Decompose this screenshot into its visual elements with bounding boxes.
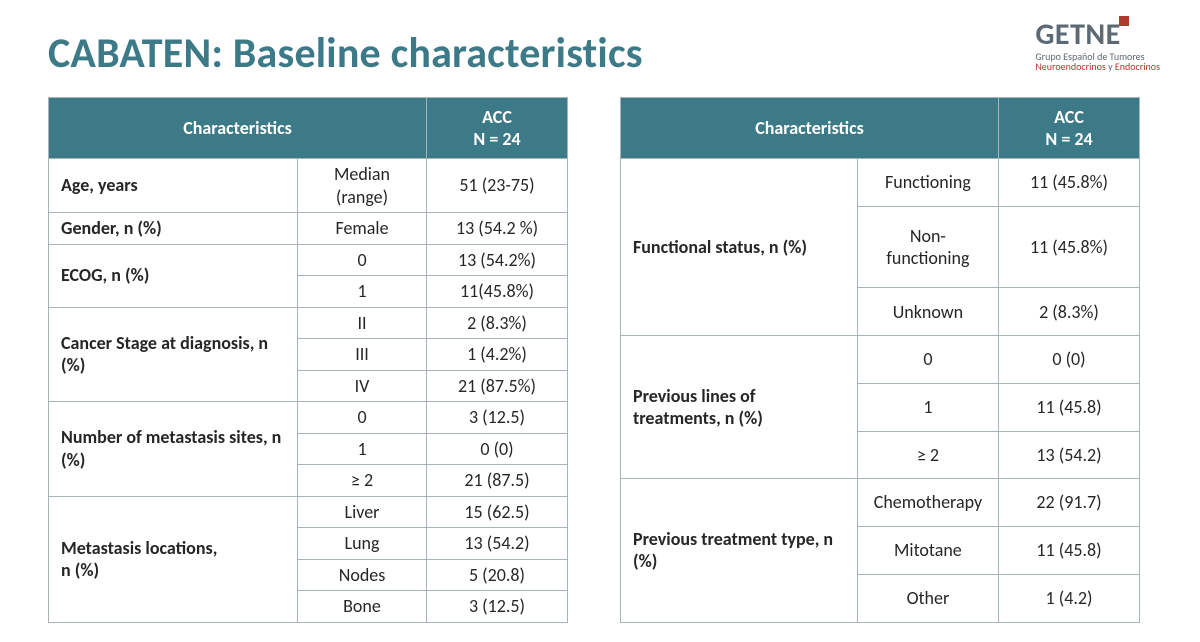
cell-subcategory: 1: [298, 276, 427, 308]
table-header-row: Characteristics ACCN = 24: [621, 98, 1140, 159]
cell-subcategory: Bone: [298, 591, 427, 623]
cell-subcategory: Other: [857, 574, 998, 622]
table-right-body: Functional status, n (%)Functioning11 (4…: [621, 159, 1140, 623]
cell-subcategory: Functioning: [857, 159, 998, 207]
slide: CABATEN: Baseline characteristics GETNE …: [0, 0, 1200, 642]
cell-subcategory: IV: [298, 370, 427, 402]
cell-characteristic: Age, years: [49, 159, 298, 213]
cell-subcategory: Median (range): [298, 159, 427, 213]
col-header-characteristics: Characteristics: [49, 98, 427, 159]
cell-value: 21 (87.5%): [427, 370, 568, 402]
cell-characteristic: ECOG, n (%): [49, 244, 298, 307]
slide-title: CABATEN: Baseline characteristics: [48, 28, 1152, 79]
cell-subcategory: Lung: [298, 528, 427, 560]
table-row: Age, yearsMedian (range)51 (23-75): [49, 159, 568, 213]
logo-sub-line2b: y: [1106, 60, 1115, 73]
cell-value: 0 (0): [999, 336, 1140, 384]
logo-square-icon: [1119, 16, 1129, 26]
cell-value: 13 (54.2): [427, 528, 568, 560]
cell-subcategory: Liver: [298, 496, 427, 528]
cell-value: 3 (12.5): [427, 402, 568, 434]
cell-value: 11 (45.8): [999, 383, 1140, 431]
table-header-row: Characteristics ACCN = 24: [49, 98, 568, 159]
table-row: ECOG, n (%)013 (54.2%): [49, 244, 568, 276]
cell-value: 11 (45.8): [999, 527, 1140, 575]
cell-characteristic: Gender, n (%): [49, 213, 298, 245]
cell-subcategory: 1: [857, 383, 998, 431]
logo-text: GETNE: [1035, 20, 1121, 50]
cell-value: 2 (8.3%): [999, 288, 1140, 336]
cell-characteristic: Number of metastasis sites, n (%): [49, 402, 298, 497]
table-row: Gender, n (%)Female13 (54.2 %): [49, 213, 568, 245]
tables-container: Characteristics ACCN = 24 Age, yearsMedi…: [48, 97, 1152, 623]
cell-subcategory: ≥ 2: [857, 431, 998, 479]
cell-value: 51 (23-75): [427, 159, 568, 213]
logo-sub-line2c: Endocrinos: [1115, 60, 1160, 73]
cell-value: 3 (12.5): [427, 591, 568, 623]
cell-subcategory: ≥ 2: [298, 465, 427, 497]
cell-characteristic: Cancer Stage at diagnosis, n (%): [49, 307, 298, 402]
cell-subcategory: 0: [298, 244, 427, 276]
cell-characteristic: Previous lines of treatments, n (%): [621, 336, 858, 479]
col-header-value-text: ACCN = 24: [473, 106, 520, 150]
cell-subcategory: II: [298, 307, 427, 339]
cell-value: 11(45.8%): [427, 276, 568, 308]
logo: GETNE Grupo Español de Tumores Neuroendo…: [1035, 20, 1160, 72]
table-row: Metastasis locations,n (%)Liver15 (62.5): [49, 496, 568, 528]
table-row: Number of metastasis sites, n (%)03 (12.…: [49, 402, 568, 434]
cell-subcategory: Nodes: [298, 559, 427, 591]
cell-characteristic: Previous treatment type, n (%): [621, 479, 858, 622]
cell-subcategory: 1: [298, 433, 427, 465]
col-header-value: ACCN = 24: [999, 98, 1140, 159]
cell-subcategory: Chemotherapy: [857, 479, 998, 527]
cell-value: 5 (20.8): [427, 559, 568, 591]
logo-subtitle: Grupo Español de Tumores Neuroendocrinos…: [1035, 52, 1160, 72]
table-row: Previous lines of treatments, n (%)00 (0…: [621, 336, 1140, 384]
cell-value: 0 (0): [427, 433, 568, 465]
cell-subcategory: III: [298, 339, 427, 371]
cell-subcategory: 0: [298, 402, 427, 434]
cell-characteristic: Functional status, n (%): [621, 159, 858, 336]
cell-value: 13 (54.2%): [427, 244, 568, 276]
cell-subcategory: 0: [857, 336, 998, 384]
cell-value: 13 (54.2 %): [427, 213, 568, 245]
cell-subcategory: Mitotane: [857, 527, 998, 575]
cell-value: 1 (4.2): [999, 574, 1140, 622]
cell-value: 11 (45.8%): [999, 206, 1140, 288]
table-right: Characteristics ACCN = 24 Functional sta…: [620, 97, 1140, 623]
cell-subcategory: Female: [298, 213, 427, 245]
cell-value: 2 (8.3%): [427, 307, 568, 339]
table-left-body: Age, yearsMedian (range)51 (23-75)Gender…: [49, 159, 568, 623]
table-row: Previous treatment type, n (%)Chemothera…: [621, 479, 1140, 527]
cell-value: 13 (54.2): [999, 431, 1140, 479]
cell-value: 11 (45.8%): [999, 159, 1140, 207]
cell-characteristic: Metastasis locations,n (%): [49, 496, 298, 622]
cell-subcategory: Unknown: [857, 288, 998, 336]
cell-subcategory: Non-functioning: [857, 206, 998, 288]
cell-value: 15 (62.5): [427, 496, 568, 528]
cell-value: 21 (87.5): [427, 465, 568, 497]
logo-sub-line2a: Neuroendocrinos: [1035, 60, 1106, 73]
table-row: Functional status, n (%)Functioning11 (4…: [621, 159, 1140, 207]
cell-value: 22 (91.7): [999, 479, 1140, 527]
col-header-value: ACCN = 24: [427, 98, 568, 159]
col-header-characteristics: Characteristics: [621, 98, 999, 159]
col-header-value-text: ACCN = 24: [1045, 106, 1092, 150]
table-row: Cancer Stage at diagnosis, n (%)II2 (8.3…: [49, 307, 568, 339]
cell-value: 1 (4.2%): [427, 339, 568, 371]
table-left: Characteristics ACCN = 24 Age, yearsMedi…: [48, 97, 568, 623]
